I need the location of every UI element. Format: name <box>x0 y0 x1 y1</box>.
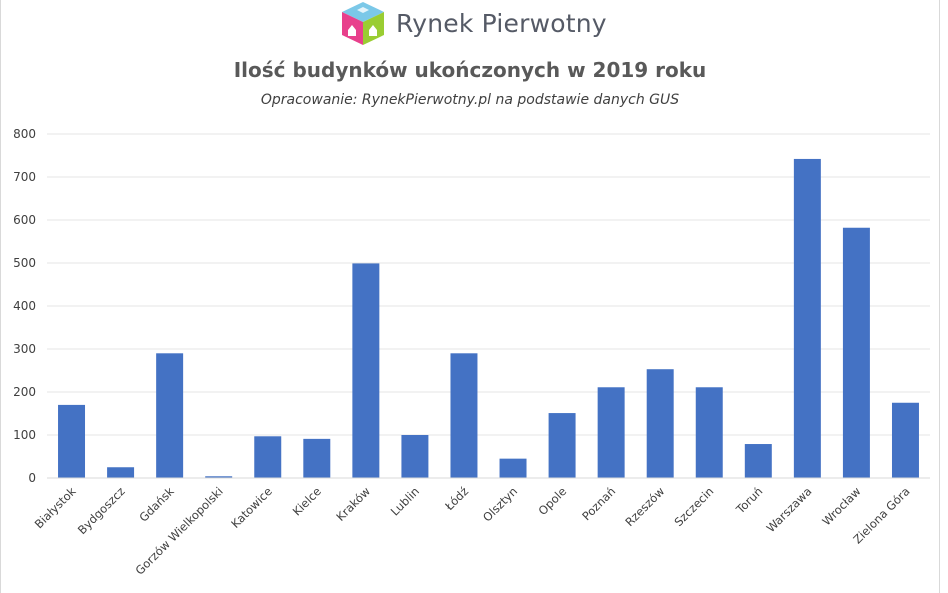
bar <box>450 353 478 478</box>
x-tick-label: Bydgoszcz <box>75 484 128 537</box>
y-tick-label: 400 <box>13 299 36 313</box>
x-tick-label: Poznań <box>579 484 618 523</box>
bar <box>352 263 380 478</box>
x-tick-label: Olsztyn <box>480 484 520 524</box>
y-tick-label: 800 <box>13 127 36 141</box>
bar <box>793 158 821 478</box>
y-tick-label: 600 <box>13 213 36 227</box>
y-tick-label: 100 <box>13 428 36 442</box>
x-tick-label: Opole <box>535 484 569 518</box>
bar <box>891 402 919 478</box>
brand-logo: Rynek Pierwotny <box>338 0 607 46</box>
bar <box>401 435 429 478</box>
bar <box>58 404 86 478</box>
bar <box>695 387 723 478</box>
bar <box>156 353 184 478</box>
bar <box>303 438 331 478</box>
x-tick-label: Kielce <box>290 484 324 518</box>
gridlines <box>47 133 930 436</box>
bar <box>646 369 674 478</box>
x-tick-label: Gdańsk <box>136 484 177 525</box>
x-tick-label: Rzeszów <box>622 484 667 529</box>
chart-title: Ilość budynków ukończonych w 2019 roku <box>233 58 707 82</box>
x-tick-label: Warszawa <box>764 484 815 535</box>
y-tick-label: 500 <box>13 256 36 270</box>
bars <box>58 158 919 478</box>
bar <box>205 476 233 478</box>
y-tick-label: 300 <box>13 342 36 356</box>
y-axis-ticks: 0 100 200 300 400 500 600 700 800 <box>13 127 36 485</box>
bar <box>597 387 625 478</box>
cube-logo-icon <box>342 2 384 45</box>
x-tick-label: Łódź <box>442 484 472 514</box>
bar <box>744 444 772 478</box>
x-tick-label: Białystok <box>32 484 79 531</box>
bar <box>107 467 135 478</box>
bar <box>254 436 282 478</box>
bar <box>499 458 527 478</box>
brand-name: Rynek Pierwotny <box>396 8 607 38</box>
y-tick-label: 200 <box>13 385 36 399</box>
chart-subtitle: Opracowanie: RynekPierwotny.pl na podsta… <box>260 92 680 108</box>
bar <box>548 413 576 478</box>
x-tick-label: Wrocław <box>819 484 863 528</box>
x-tick-label: Kraków <box>333 484 373 524</box>
x-tick-label: Gorzów Wielkopolski <box>132 484 225 577</box>
y-tick-label: 700 <box>13 170 36 184</box>
x-tick-label: Toruń <box>733 484 766 517</box>
y-tick-label: 0 <box>28 471 36 485</box>
x-tick-label: Lublin <box>388 484 422 518</box>
bar <box>842 227 870 478</box>
x-tick-label: Katowice <box>228 484 275 531</box>
x-tick-label: Szczecin <box>671 484 716 529</box>
